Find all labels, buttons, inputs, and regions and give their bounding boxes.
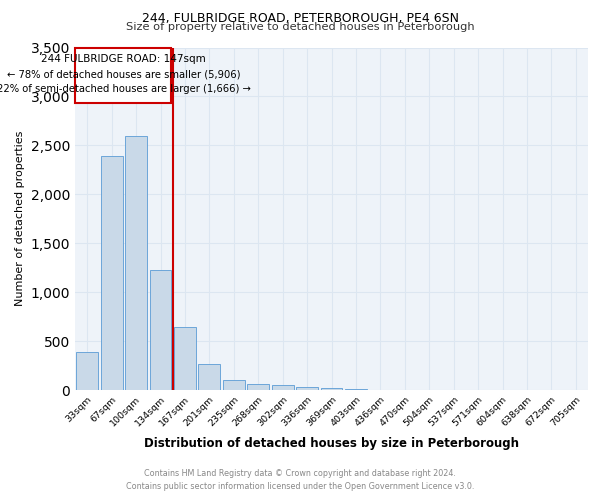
Text: 244 FULBRIDGE ROAD: 147sqm: 244 FULBRIDGE ROAD: 147sqm xyxy=(41,54,206,64)
Bar xyxy=(174,328,196,390)
Y-axis label: Number of detached properties: Number of detached properties xyxy=(15,131,25,306)
Bar xyxy=(149,270,172,390)
Bar xyxy=(125,136,147,390)
Bar xyxy=(296,386,318,390)
Text: Contains HM Land Registry data © Crown copyright and database right 2024.
Contai: Contains HM Land Registry data © Crown c… xyxy=(126,469,474,491)
Bar xyxy=(320,388,343,390)
FancyBboxPatch shape xyxy=(76,48,172,104)
Bar xyxy=(345,389,367,390)
Bar xyxy=(199,364,220,390)
Text: Size of property relative to detached houses in Peterborough: Size of property relative to detached ho… xyxy=(125,22,475,32)
X-axis label: Distribution of detached houses by size in Peterborough: Distribution of detached houses by size … xyxy=(144,437,519,450)
Text: 22% of semi-detached houses are larger (1,666) →: 22% of semi-detached houses are larger (… xyxy=(0,84,250,94)
Bar xyxy=(76,352,98,390)
Bar xyxy=(101,156,122,390)
Bar xyxy=(272,384,293,390)
Bar xyxy=(247,384,269,390)
Bar xyxy=(223,380,245,390)
Text: ← 78% of detached houses are smaller (5,906): ← 78% of detached houses are smaller (5,… xyxy=(7,69,240,79)
Text: 244, FULBRIDGE ROAD, PETERBOROUGH, PE4 6SN: 244, FULBRIDGE ROAD, PETERBOROUGH, PE4 6… xyxy=(142,12,458,25)
